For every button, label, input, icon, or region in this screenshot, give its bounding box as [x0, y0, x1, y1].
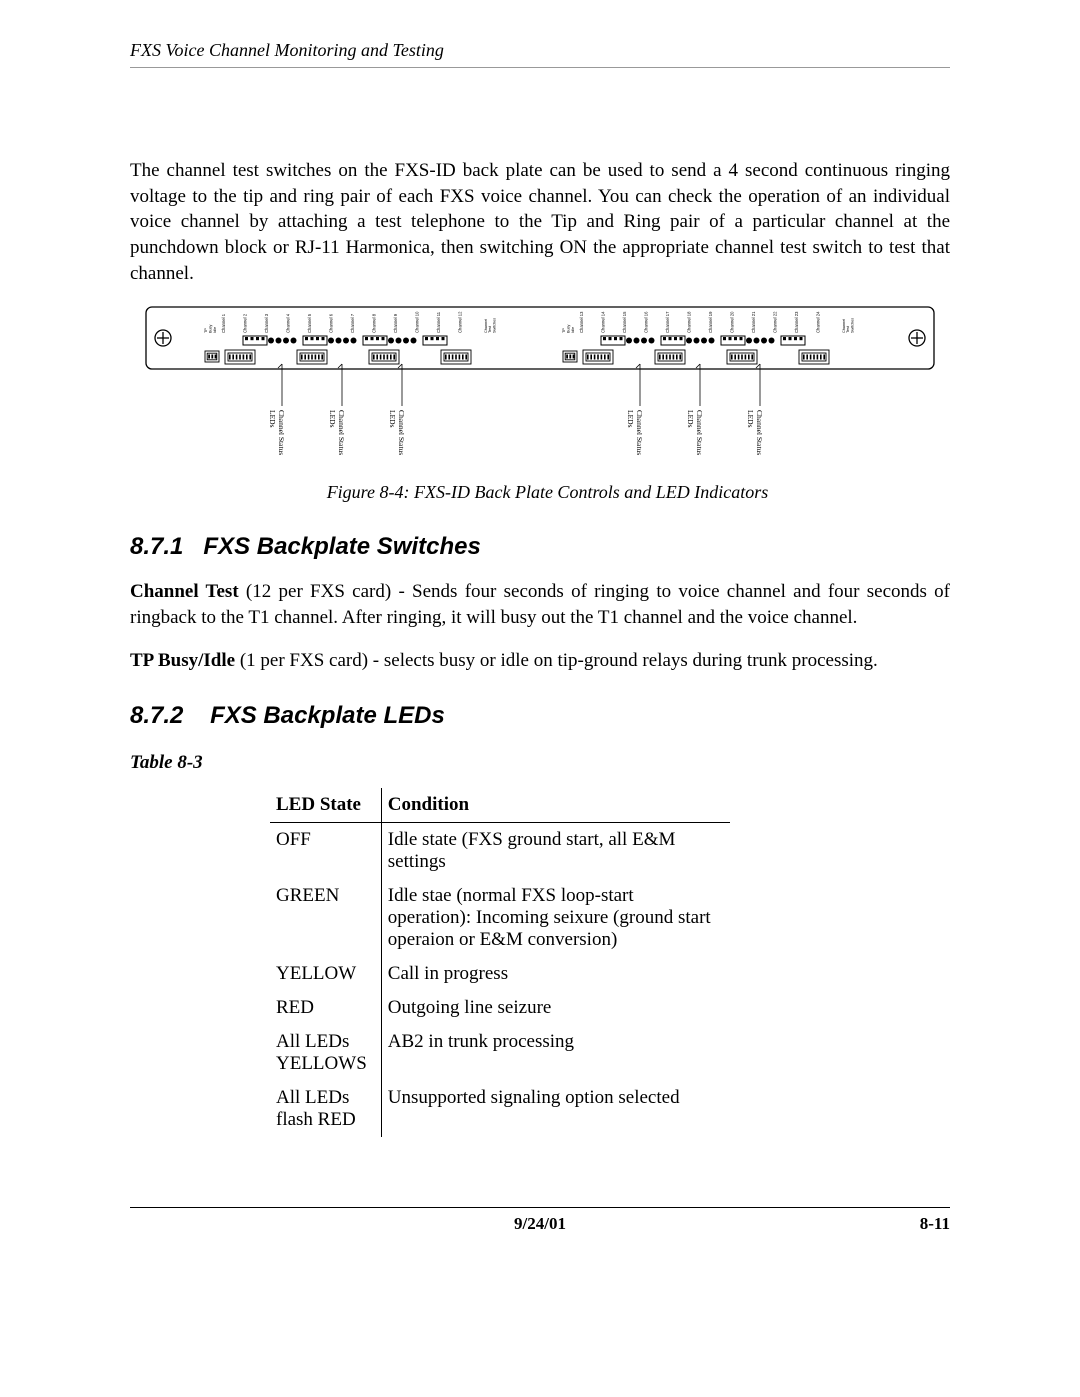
- svg-text:Idle: Idle: [571, 327, 575, 333]
- cell-led-state: All LEDs YELLOWS: [270, 1025, 381, 1081]
- svg-text:Channel 8: Channel 8: [372, 313, 377, 333]
- svg-text:Channel 2: Channel 2: [243, 313, 248, 333]
- cell-led-state: OFF: [270, 823, 381, 880]
- svg-text:Channel 1: Channel 1: [221, 313, 226, 333]
- cell-condition: Call in progress: [381, 957, 730, 991]
- cell-led-state: RED: [270, 991, 381, 1025]
- table-label: Table 8-3: [130, 752, 950, 774]
- svg-text:Channel StatusLEDs: Channel StatusLEDs: [328, 410, 346, 455]
- svg-text:Channel 23: Channel 23: [794, 311, 799, 333]
- section-8-7-2-heading: 8.7.2 FXS Backplate LEDs: [130, 702, 950, 730]
- table-row: All LEDs YELLOWSAB2 in trunk processing: [270, 1025, 730, 1081]
- svg-text:Channel StatusLEDs: Channel StatusLEDs: [686, 410, 704, 455]
- cell-led-state: YELLOW: [270, 957, 381, 991]
- svg-text:Channel 4: Channel 4: [286, 313, 291, 333]
- svg-text:Channel 15: Channel 15: [622, 311, 627, 333]
- backplate-diagram: TPBusyIdleChannel 1Channel 2Channel 3Cha…: [145, 306, 935, 474]
- section-number: 8.7.2: [130, 702, 183, 729]
- svg-text:Channel 19: Channel 19: [708, 311, 713, 333]
- intro-paragraph: The channel test switches on the FXS-ID …: [130, 158, 950, 286]
- running-header: FXS Voice Channel Monitoring and Testing: [130, 40, 950, 61]
- svg-text:Channel StatusLEDs: Channel StatusLEDs: [388, 410, 406, 455]
- svg-text:Channel 22: Channel 22: [773, 311, 778, 333]
- page-footer: 9/24/01 8-11: [130, 1208, 950, 1234]
- svg-text:Channel 18: Channel 18: [687, 311, 692, 333]
- table-header-row: LED State Condition: [270, 788, 730, 823]
- cell-condition: Outgoing line seizure: [381, 991, 730, 1025]
- table-row: YELLOWCall in progress: [270, 957, 730, 991]
- svg-text:Channel 24: Channel 24: [816, 311, 821, 333]
- svg-text:Idle: Idle: [213, 327, 217, 333]
- svg-text:Channel 9: Channel 9: [393, 313, 398, 333]
- screw-left: [155, 330, 171, 346]
- svg-text:Channel 7: Channel 7: [350, 313, 355, 333]
- section-8-7-1-heading: 8.7.1 FXS Backplate Switches: [130, 533, 950, 561]
- svg-text:Channel 11: Channel 11: [436, 311, 441, 333]
- screw-right: [909, 330, 925, 346]
- section-title: FXS Backplate Switches: [203, 533, 480, 560]
- col-header-state: LED State: [270, 788, 381, 823]
- svg-text:Channel 12: Channel 12: [458, 311, 463, 333]
- svg-text:Switches: Switches: [492, 318, 496, 333]
- svg-text:TP: TP: [562, 328, 566, 333]
- svg-text:Channel 13: Channel 13: [579, 311, 584, 333]
- cell-led-state: GREEN: [270, 879, 381, 957]
- cell-condition: AB2 in trunk processing: [381, 1025, 730, 1081]
- table-row: All LEDs flash REDUnsupported signaling …: [270, 1081, 730, 1137]
- term: Channel Test: [130, 581, 239, 602]
- cell-condition: Idle state (FXS ground start, all E&M se…: [381, 823, 730, 880]
- def-tp-busy-idle: TP Busy/Idle (1 per FXS card) - selects …: [130, 648, 950, 674]
- svg-text:Channel 6: Channel 6: [329, 313, 334, 333]
- svg-text:Channel 17: Channel 17: [665, 311, 670, 333]
- def-channel-test: Channel Test (12 per FXS card) - Sends f…: [130, 579, 950, 630]
- footer-page-number: 8-11: [677, 1214, 950, 1234]
- cell-condition: Idle stae (normal FXS loop-start operati…: [381, 879, 730, 957]
- svg-text:Busy: Busy: [566, 325, 570, 334]
- table-row: REDOutgoing line seizure: [270, 991, 730, 1025]
- svg-text:TP: TP: [204, 328, 208, 333]
- table-row: GREENIdle stae (normal FXS loop-start op…: [270, 879, 730, 957]
- cell-condition: Unsupported signaling option selected: [381, 1081, 730, 1137]
- svg-text:Busy: Busy: [208, 325, 212, 334]
- svg-text:Channel 14: Channel 14: [601, 311, 606, 333]
- section-title: FXS Backplate LEDs: [210, 702, 445, 729]
- led-state-table: LED State Condition OFFIdle state (FXS g…: [270, 788, 730, 1137]
- header-rule: [130, 67, 950, 68]
- figure-caption: Figure 8-4: FXS-ID Back Plate Controls a…: [145, 482, 950, 503]
- def-text: (1 per FXS card) - selects busy or idle …: [235, 650, 878, 671]
- table-row: OFFIdle state (FXS ground start, all E&M…: [270, 823, 730, 880]
- figure-8-4: TPBusyIdleChannel 1Channel 2Channel 3Cha…: [145, 306, 950, 503]
- svg-text:Channel StatusLEDs: Channel StatusLEDs: [746, 410, 764, 455]
- term: TP Busy/Idle: [130, 650, 235, 671]
- section-number: 8.7.1: [130, 533, 183, 560]
- svg-text:Channel StatusLEDs: Channel StatusLEDs: [626, 410, 644, 455]
- svg-text:Channel 3: Channel 3: [264, 313, 269, 333]
- footer-date: 9/24/01: [403, 1214, 676, 1234]
- svg-text:Channel 16: Channel 16: [644, 311, 649, 333]
- svg-text:Switches: Switches: [850, 318, 854, 333]
- svg-text:Channel 20: Channel 20: [730, 311, 735, 333]
- svg-text:Channel 10: Channel 10: [415, 311, 420, 333]
- svg-text:Channel 21: Channel 21: [751, 311, 756, 333]
- svg-text:Channel StatusLEDs: Channel StatusLEDs: [268, 410, 286, 455]
- def-text: (12 per FXS card) - Sends four seconds o…: [130, 581, 950, 628]
- svg-text:Channel 5: Channel 5: [307, 313, 312, 333]
- cell-led-state: All LEDs flash RED: [270, 1081, 381, 1137]
- col-header-condition: Condition: [381, 788, 730, 823]
